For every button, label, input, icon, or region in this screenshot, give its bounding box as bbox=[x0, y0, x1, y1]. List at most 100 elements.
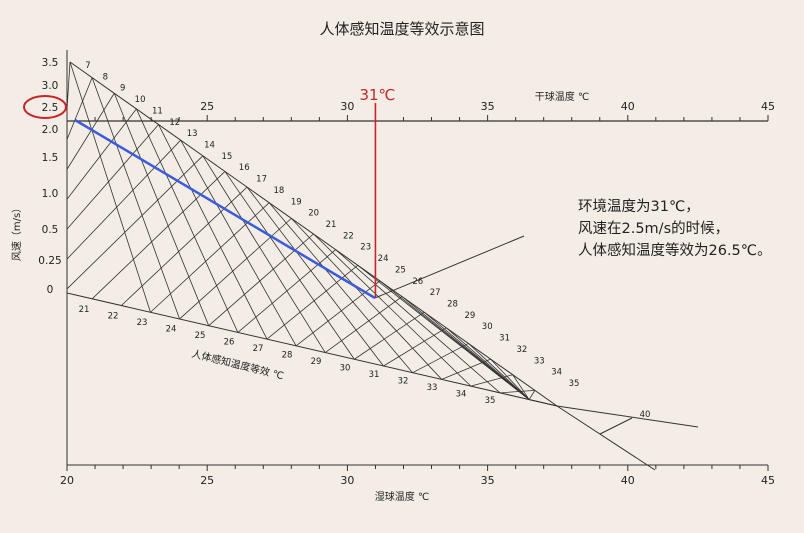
effective-temp-line bbox=[441, 358, 491, 380]
lower-boundary bbox=[66, 292, 558, 407]
effective-temp-upper-label: 13 bbox=[187, 129, 198, 139]
effective-temp-line bbox=[499, 389, 535, 394]
wind-speed-line bbox=[468, 343, 530, 400]
effective-temp-upper-label: 15 bbox=[221, 152, 232, 162]
wind-speed-line bbox=[490, 358, 530, 400]
annotation-line-2: 风速在2.5m/s的时候， bbox=[578, 221, 730, 237]
effective-temp-upper-label: 34 bbox=[551, 368, 562, 378]
effective-temp-line bbox=[66, 108, 137, 200]
effective-temp-line bbox=[66, 77, 93, 140]
wind-speed-line bbox=[446, 327, 530, 400]
effective-temp-line bbox=[324, 296, 403, 353]
effective-temp-lower-label: 25 bbox=[195, 331, 206, 341]
chart-title: 人体感知温度等效示意图 bbox=[319, 20, 485, 38]
wind-tick-label: 1.0 bbox=[42, 188, 59, 200]
effective-temp-upper-label: 23 bbox=[360, 243, 371, 253]
wet-bulb-tick-label: 25 bbox=[200, 474, 214, 487]
wind-speed-line bbox=[529, 399, 558, 407]
effective-temp-line bbox=[266, 264, 359, 340]
effective-temp-line bbox=[66, 93, 115, 170]
effective-temp-upper-label: 25 bbox=[395, 265, 406, 275]
effective-temp-upper-label: 11 bbox=[152, 106, 163, 116]
effective-temp-line bbox=[412, 343, 469, 374]
effective-temp-line bbox=[150, 202, 270, 313]
effective-temp-lower-label: 35 bbox=[485, 396, 496, 406]
wind-speed-line bbox=[291, 218, 443, 380]
effective-temp-upper-label: 35 bbox=[569, 379, 580, 389]
effective-temp-upper-label: 14 bbox=[204, 141, 215, 151]
effective-temp-lower-label: 28 bbox=[282, 351, 293, 361]
wet-bulb-tick-label: 30 bbox=[340, 474, 354, 487]
effective-temp-line bbox=[470, 374, 513, 387]
effective-temp-line bbox=[66, 155, 204, 290]
effective-temp-upper-label: 26 bbox=[412, 277, 423, 287]
effective-temp-line bbox=[354, 311, 425, 360]
fan-line bbox=[556, 405, 699, 428]
wind-speed-line bbox=[335, 249, 501, 394]
wind-speed-line bbox=[158, 124, 268, 340]
effective-temp-upper-label: 27 bbox=[430, 288, 441, 298]
wind-tick-label: 0 bbox=[47, 284, 54, 296]
dry-bulb-axis-label: 干球温度 ℃ bbox=[535, 90, 589, 103]
effective-temp-line bbox=[66, 139, 181, 260]
highlight-layer bbox=[23, 95, 377, 300]
annotation-block: 环境温度为31℃， 风速在2.5m/s的时候， 人体感知温度等效为26.5℃。 bbox=[578, 196, 772, 262]
effective-temp-extra-label: 40 bbox=[640, 410, 651, 420]
effective-temp-upper-label: 24 bbox=[378, 254, 389, 264]
dry-bulb-tick-label: 45 bbox=[761, 100, 775, 113]
annotation-line-1: 环境温度为31℃， bbox=[578, 199, 700, 215]
effective-temp-lower-label: 23 bbox=[137, 318, 148, 328]
effective-temp-line bbox=[66, 124, 159, 230]
effective-temp-lower-label: 30 bbox=[340, 364, 351, 374]
fan-line bbox=[556, 405, 656, 471]
wet-bulb-tick-label: 40 bbox=[621, 474, 635, 487]
effective-temp-lower-label: 24 bbox=[166, 325, 177, 335]
effective-temp-line bbox=[179, 218, 292, 320]
wind-tick-label: 3.5 bbox=[42, 57, 59, 69]
effective-temp-upper-label: 12 bbox=[169, 118, 180, 128]
wind-speed-line bbox=[528, 390, 536, 400]
label-layer: 20 25 30 35 40 45 25 30 35 40 45 湿球温度 ℃ 干球温度 ℃ 3.5 3.0… bbox=[11, 57, 775, 503]
wind-speed-line bbox=[224, 171, 355, 360]
effective-temp-upper-label: 7 bbox=[85, 61, 90, 71]
effective-temp-line bbox=[121, 186, 248, 306]
effective-temp-upper-label: 18 bbox=[274, 186, 285, 196]
effective-temp-line bbox=[208, 233, 314, 326]
wind-tick-label: 0.25 bbox=[38, 255, 61, 267]
effective-temp-upper-label: 21 bbox=[326, 220, 337, 230]
effective-temp-lower-label: 26 bbox=[224, 338, 235, 348]
wind-speed-line bbox=[180, 139, 297, 347]
grid-layer bbox=[66, 50, 769, 471]
effective-temp-upper-label: 30 bbox=[482, 322, 493, 332]
effective-temp-upper-label: 28 bbox=[447, 300, 458, 310]
wind-speed-line bbox=[69, 61, 151, 313]
dry-bulb-tick-label: 40 bbox=[621, 100, 635, 113]
wet-bulb-axis-label: 湿球温度 ℃ bbox=[375, 490, 429, 503]
wet-bulb-tick-label: 35 bbox=[481, 474, 495, 487]
effective-temp-upper-label: 32 bbox=[517, 345, 528, 355]
effective-temp-lower-label: 29 bbox=[311, 357, 322, 367]
effective-temp-lower-label: 21 bbox=[79, 305, 90, 315]
effective-temp-line bbox=[383, 327, 447, 367]
wind-tick-label: 1.5 bbox=[42, 152, 59, 164]
dry-bulb-tick-label: 35 bbox=[481, 100, 495, 113]
wind-axis-label: 风速（m/s） bbox=[11, 203, 23, 261]
dry-bulb-tick-label: 25 bbox=[200, 100, 214, 113]
wind-tick-label: 2.5 bbox=[42, 102, 59, 114]
wind-speed-line bbox=[246, 186, 384, 367]
effective-temp-upper-label: 9 bbox=[120, 84, 125, 94]
wind-speed-line bbox=[423, 311, 530, 400]
wind-highlight-circle bbox=[23, 95, 67, 119]
wet-bulb-tick-label: 20 bbox=[60, 474, 74, 487]
wind-speed-line bbox=[136, 108, 239, 333]
effective-temp-upper-label: 20 bbox=[308, 209, 319, 219]
effective-temp-lower-label: 27 bbox=[253, 344, 264, 354]
effective-temp-upper-label: 17 bbox=[256, 175, 267, 185]
wind-tick-label: 3.0 bbox=[42, 80, 59, 92]
effective-temp-upper-label: 8 bbox=[103, 72, 108, 82]
effective-temp-upper-label: 33 bbox=[534, 356, 545, 366]
wind-speed-line bbox=[268, 202, 413, 373]
extension-line bbox=[374, 235, 525, 299]
effective-temp-lower-label: 33 bbox=[427, 383, 438, 393]
dry-bulb-tick-label: 30 bbox=[340, 100, 354, 113]
